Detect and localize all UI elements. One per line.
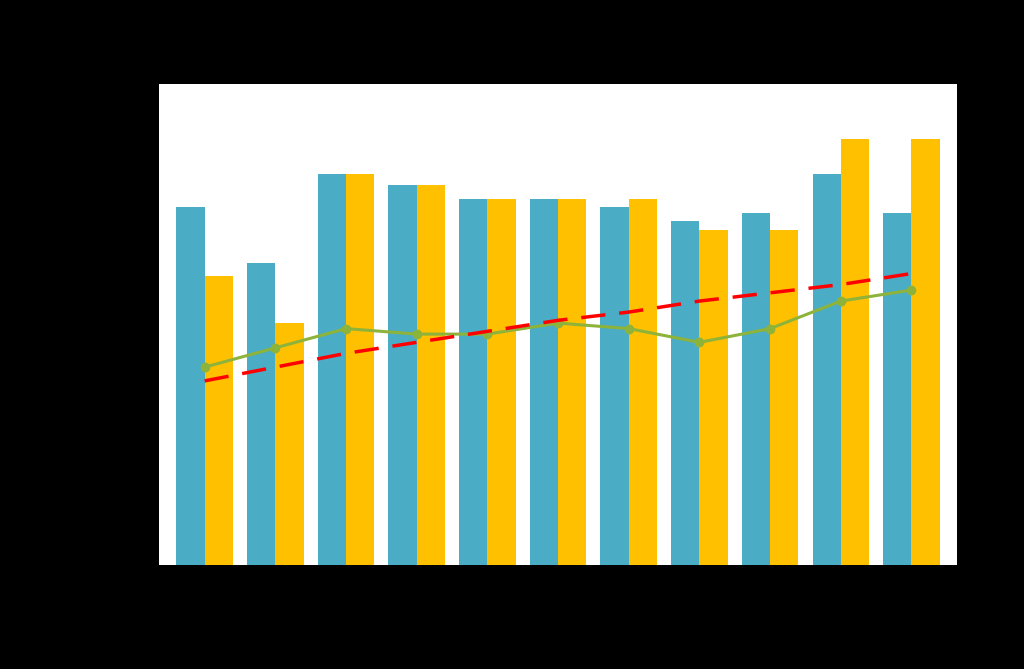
Bar <box>529 199 558 565</box>
Bar <box>275 323 304 565</box>
Bar <box>741 213 770 565</box>
Bar <box>346 175 375 565</box>
Bar <box>317 175 346 565</box>
Bar <box>247 262 275 565</box>
Bar <box>884 213 911 565</box>
Bar <box>629 199 657 565</box>
Bar <box>417 185 445 565</box>
Bar <box>388 185 417 565</box>
Bar <box>205 276 232 565</box>
Bar <box>459 199 487 565</box>
Bar <box>671 221 699 565</box>
Bar <box>841 138 869 565</box>
Bar <box>558 199 587 565</box>
Bar <box>770 229 799 565</box>
Bar <box>487 199 516 565</box>
Bar <box>600 207 629 565</box>
Bar <box>911 138 940 565</box>
Bar <box>176 207 205 565</box>
Bar <box>699 229 728 565</box>
Bar <box>812 175 841 565</box>
